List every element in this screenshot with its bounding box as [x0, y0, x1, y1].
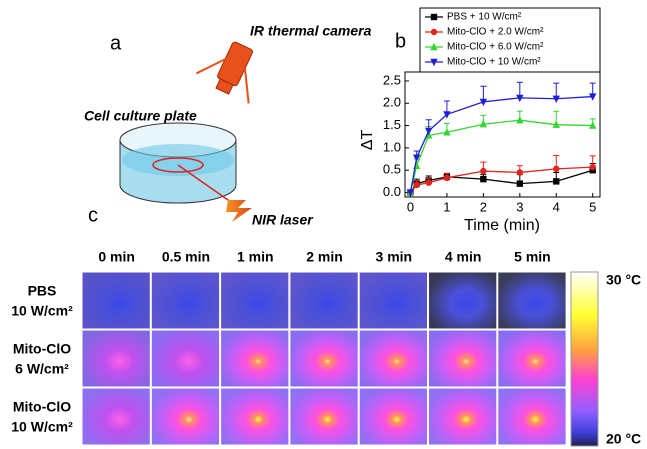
thermal-image [82, 272, 150, 329]
column-header: 5 min [514, 249, 551, 265]
figure: a IR thermal camera Cell culture plate N… [0, 0, 647, 449]
dish [120, 123, 252, 222]
scale-max: 30 °C [606, 272, 641, 288]
scale-min: 20 °C [606, 431, 641, 447]
marker [425, 128, 432, 135]
thermal-image [151, 330, 219, 387]
series-line [410, 167, 592, 192]
panel-label: c [88, 204, 98, 226]
thermal-image [498, 388, 566, 445]
marker [516, 116, 523, 123]
marker [590, 164, 596, 170]
camera-label: IR thermal camera [250, 23, 372, 39]
thermal-image [429, 330, 497, 387]
row-label: Mito-ClO [13, 341, 71, 357]
panel-label: b [395, 30, 406, 52]
thermal-image [221, 388, 289, 445]
column-header: 3 min [376, 249, 413, 265]
marker [413, 162, 420, 169]
column-header: 4 min [445, 249, 482, 265]
thermal-image [221, 272, 289, 329]
y-tick-label: 2.0 [383, 95, 401, 110]
row-label: 10 W/cm² [11, 419, 73, 435]
column-header: 2 min [306, 249, 343, 265]
thermal-image [290, 388, 358, 445]
marker [480, 176, 486, 182]
x-tick-label: 4 [553, 199, 560, 214]
thermal-image [290, 330, 358, 387]
series-line [410, 170, 592, 192]
x-axis-label: Time (min) [464, 217, 540, 234]
y-tick-label: 1.0 [383, 139, 401, 154]
marker [413, 182, 419, 188]
thermal-image [498, 330, 566, 387]
x-tick-label: 2 [480, 199, 487, 214]
marker [480, 168, 486, 174]
thermal-image [359, 272, 427, 329]
thermal-image [82, 330, 150, 387]
thermal-image [221, 330, 289, 387]
marker [517, 180, 523, 186]
laser-label: NIR laser [252, 212, 314, 228]
marker [517, 169, 523, 175]
thermal-image [498, 272, 566, 329]
column-header: 1 min [237, 249, 274, 265]
x-tick-label: 1 [443, 199, 450, 214]
plate-label: Cell culture plate [84, 108, 197, 124]
thermal-image [429, 272, 497, 329]
panel-label: a [110, 32, 122, 54]
row-label: 6 W/cm² [15, 361, 69, 377]
thermal-image [359, 330, 427, 387]
camera-icon [194, 33, 270, 104]
thermal-image [429, 388, 497, 445]
y-tick-label: 2.5 [383, 72, 401, 87]
row-label: 10 W/cm² [11, 303, 73, 319]
row-label: Mito-ClO [13, 399, 71, 415]
thermal-image [151, 388, 219, 445]
legend-label: PBS + 10 W/cm² [447, 12, 522, 23]
thermal-image [151, 272, 219, 329]
column-header: 0.5 min [162, 249, 210, 265]
marker [431, 29, 437, 35]
marker [444, 175, 450, 181]
x-tick-label: 0 [407, 199, 414, 214]
marker [553, 178, 559, 184]
color-bar [571, 272, 598, 446]
legend-label: Mito-ClO + 2.0 W/cm² [447, 27, 544, 38]
legend-label: Mito-ClO + 10 W/cm² [447, 57, 541, 68]
y-tick-label: 0.0 [383, 184, 401, 199]
column-header: 0 min [98, 249, 135, 265]
row-label: PBS [28, 283, 57, 299]
x-tick-label: 5 [589, 199, 596, 214]
thermal-image [359, 388, 427, 445]
marker [553, 166, 559, 172]
thermal-image [82, 388, 150, 445]
marker [431, 14, 437, 20]
y-tick-label: 0.5 [383, 162, 401, 177]
y-axis-label: ΔT [359, 130, 376, 151]
marker [425, 180, 431, 186]
y-tick-label: 1.5 [383, 117, 401, 132]
x-tick-label: 3 [516, 199, 523, 214]
thermal-image [290, 272, 358, 329]
legend-label: Mito-ClO + 6.0 W/cm² [447, 42, 544, 53]
